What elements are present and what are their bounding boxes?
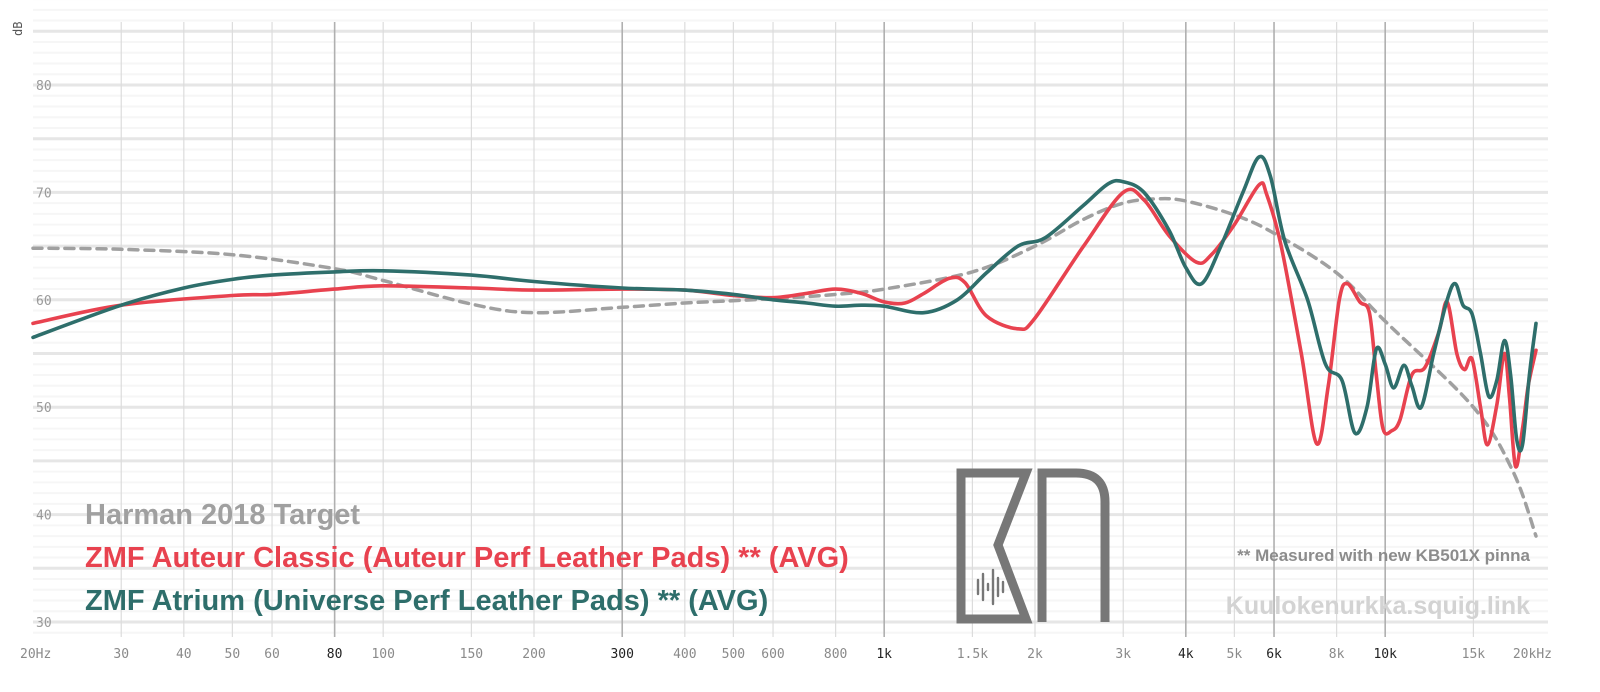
x-tick-400: 400 xyxy=(673,647,696,662)
y-tick-80: 80 xyxy=(36,79,52,94)
measurement-note: ** Measured with new KB501X pinna xyxy=(1237,546,1530,565)
x-tick-20kHz: 20kHz xyxy=(1513,647,1552,662)
x-tick-4k: 4k xyxy=(1178,647,1194,662)
waveform-icon xyxy=(976,568,1005,606)
x-tick-6k: 6k xyxy=(1266,647,1282,662)
x-tick-800: 800 xyxy=(824,647,847,662)
x-tick-5k: 5k xyxy=(1227,647,1243,662)
y-axis-unit-label: dB xyxy=(11,22,25,36)
curves xyxy=(31,154,1538,538)
y-tick-30: 30 xyxy=(36,616,52,631)
series-atrium xyxy=(31,154,1538,453)
x-tick-40: 40 xyxy=(176,647,192,662)
x-tick-50: 50 xyxy=(225,647,241,662)
x-tick-3k: 3k xyxy=(1115,647,1131,662)
logo-k-shape xyxy=(956,468,1033,624)
x-tick-15k: 15k xyxy=(1462,647,1486,662)
x-tick-8k: 8k xyxy=(1329,647,1345,662)
x-tick-1.5k: 1.5k xyxy=(957,647,988,662)
kn-logo xyxy=(956,468,1110,624)
x-tick-150: 150 xyxy=(460,647,483,662)
x-tick-200: 200 xyxy=(522,647,545,662)
x-axis-tick-labels: 20Hz 30 40 50 60 80 100 150 200 300 400 500 600 800 1k… xyxy=(20,647,1552,662)
horizontal-gridlines xyxy=(33,0,1548,634)
x-tick-80: 80 xyxy=(327,647,343,662)
y-tick-40: 40 xyxy=(36,509,52,524)
x-tick-600: 600 xyxy=(761,647,784,662)
legend-atrium: ZMF Atrium (Universe Perf Leather Pads) … xyxy=(85,585,768,617)
series-harman-target xyxy=(31,196,1538,538)
y-axis-tick-labels: 80 70 60 50 40 30 xyxy=(36,79,52,631)
vertical-gridlines xyxy=(120,22,1475,637)
x-tick-2k: 2k xyxy=(1027,647,1043,662)
y-tick-60: 60 xyxy=(36,294,52,309)
legend-auteur: ZMF Auteur Classic (Auteur Perf Leather … xyxy=(85,542,849,574)
y-tick-50: 50 xyxy=(36,401,52,416)
x-tick-10k: 10k xyxy=(1373,647,1397,662)
x-tick-1k: 1k xyxy=(876,647,892,662)
x-tick-20Hz: 20Hz xyxy=(20,647,51,662)
x-tick-100: 100 xyxy=(371,647,394,662)
x-tick-30: 30 xyxy=(113,647,129,662)
site-watermark: Kuulokenurkka.squig.link xyxy=(1226,592,1530,620)
x-tick-60: 60 xyxy=(264,647,280,662)
y-tick-70: 70 xyxy=(36,186,52,201)
x-tick-500: 500 xyxy=(722,647,745,662)
logo-n-shape xyxy=(1037,468,1110,622)
legend-target: Harman 2018 Target xyxy=(85,499,360,531)
x-tick-300: 300 xyxy=(610,647,633,662)
